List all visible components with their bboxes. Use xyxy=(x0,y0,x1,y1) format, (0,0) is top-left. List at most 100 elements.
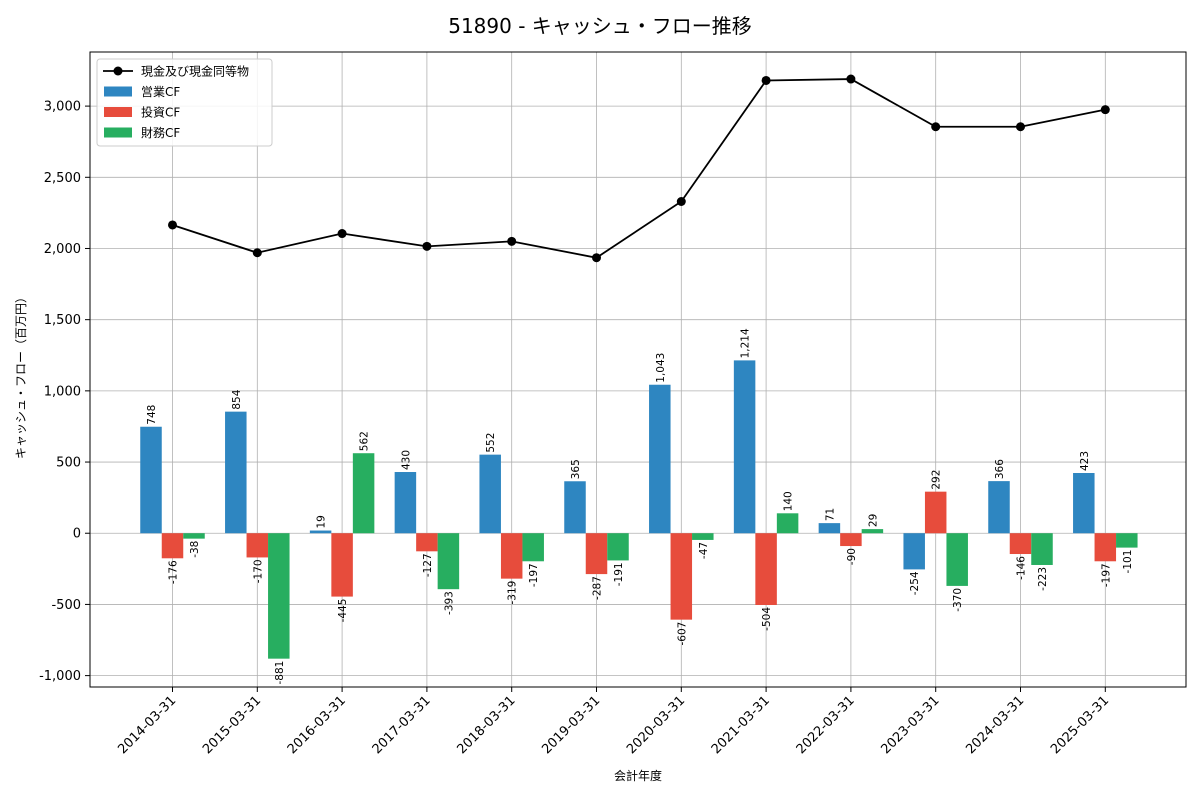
x-tick-label: 2019-03-31 xyxy=(539,693,603,757)
bar-0-4 xyxy=(479,454,501,534)
bar-value-label: 140 xyxy=(783,491,795,511)
bar-value-label: 748 xyxy=(146,405,158,425)
y-tick-label: 1,500 xyxy=(44,313,81,328)
y-tick-label: 1,000 xyxy=(44,384,81,399)
cash-equivalents-point xyxy=(761,75,771,85)
legend-label: 投資CF xyxy=(141,105,180,120)
bar-1-1 xyxy=(246,533,269,558)
bar-1-8 xyxy=(840,533,862,547)
bar-2-7 xyxy=(776,513,799,534)
x-tick-label: 2020-03-31 xyxy=(624,693,688,757)
bar-value-label: -287 xyxy=(592,576,604,600)
bar-2-8 xyxy=(861,529,884,534)
bar-value-label: 552 xyxy=(485,433,497,453)
bar-value-label: -319 xyxy=(507,581,519,605)
y-tick-label: 2,500 xyxy=(44,171,81,186)
legend-bar-swatch xyxy=(104,127,132,138)
bar-value-label: -191 xyxy=(613,562,625,586)
bar-2-0 xyxy=(183,533,205,539)
y-axis: -1,000 -500 0 500 1,000 1,500 2,000 2,500 3,000 xyxy=(39,100,90,684)
bar-0-0 xyxy=(140,426,162,534)
chart-title: 51890 - キャッシュ・フロー推移 xyxy=(448,14,752,38)
bar-value-label: -90 xyxy=(846,548,858,565)
bar-2-11 xyxy=(1116,533,1138,548)
bar-value-label: -254 xyxy=(909,571,921,595)
legend-bar-swatch xyxy=(104,107,132,117)
bar-value-label: 1,214 xyxy=(740,328,752,358)
legend-bar-swatch xyxy=(104,86,132,97)
grid-lines xyxy=(90,52,1186,687)
bar-value-label: 71 xyxy=(824,508,836,521)
bar-value-label: 19 xyxy=(316,515,328,528)
bar-value-label: 29 xyxy=(867,514,879,527)
bar-value-label: -197 xyxy=(528,563,540,587)
bar-1-10 xyxy=(1009,533,1032,555)
bar-0-6 xyxy=(649,384,671,534)
y-tick-label: 0 xyxy=(73,527,81,542)
cash-equivalents-point xyxy=(507,236,517,246)
bar-2-2 xyxy=(352,453,375,534)
bar-value-label: -393 xyxy=(443,591,455,615)
legend-label: 営業CF xyxy=(141,85,180,99)
bar-0-9 xyxy=(903,533,925,570)
x-tick-label: 2017-03-31 xyxy=(370,693,434,757)
bar-value-label: -47 xyxy=(698,542,710,559)
bar-value-label: -176 xyxy=(168,560,180,584)
bar-value-label: -370 xyxy=(952,588,964,612)
bar-value-label: -504 xyxy=(761,607,773,631)
bar-labels-layer: 748 854 19 430 552 365 1,043 1,214 71 -254 366 423 -… xyxy=(146,328,1134,685)
y-tick-label: -500 xyxy=(51,598,81,613)
bar-value-label: 292 xyxy=(931,470,943,490)
bar-2-4 xyxy=(522,533,544,562)
bar-2-6 xyxy=(692,533,714,540)
bar-value-label: -38 xyxy=(189,541,201,558)
cash-equivalents-point xyxy=(252,248,262,258)
bar-2-3 xyxy=(437,533,460,590)
bar-0-1 xyxy=(225,411,247,534)
bar-value-label: -607 xyxy=(676,622,688,646)
bar-value-label: -170 xyxy=(252,559,264,583)
y-tick-label: -1,000 xyxy=(39,669,81,684)
legend-label: 財務CF xyxy=(141,125,180,140)
cash-equivalents-point xyxy=(846,74,856,84)
bar-value-label: 562 xyxy=(359,431,371,451)
bar-0-5 xyxy=(564,481,586,534)
bar-2-5 xyxy=(607,533,629,561)
x-tick-label: 2023-03-31 xyxy=(878,693,942,757)
cash-equivalents-point xyxy=(168,220,177,230)
x-tick-label: 2016-03-31 xyxy=(285,693,349,757)
bar-value-label: -223 xyxy=(1037,567,1049,591)
bar-2-10 xyxy=(1031,533,1053,565)
legend-marker xyxy=(113,66,123,76)
bar-1-3 xyxy=(416,533,438,552)
bar-0-7 xyxy=(733,360,756,534)
bar-value-label: -881 xyxy=(274,661,286,685)
bar-value-label: 854 xyxy=(231,389,243,409)
bar-value-label: -101 xyxy=(1122,550,1134,574)
x-tick-label: 2021-03-31 xyxy=(709,693,773,757)
bar-value-label: -197 xyxy=(1100,563,1112,587)
cash-equivalents-point xyxy=(422,241,432,251)
bar-1-6 xyxy=(670,533,693,620)
x-tick-label: 2015-03-31 xyxy=(200,693,264,757)
legend-box xyxy=(96,58,273,147)
y-tick-label: 2,000 xyxy=(44,242,81,257)
x-tick-label: 2022-03-31 xyxy=(794,693,858,757)
bar-1-4 xyxy=(500,533,523,579)
cash-equivalents-point xyxy=(1100,105,1110,115)
x-axis-label: 会計年度 xyxy=(614,768,662,783)
bar-0-2 xyxy=(309,530,332,534)
x-tick-label: 2014-03-31 xyxy=(115,693,179,757)
bar-value-label: 1,043 xyxy=(655,353,667,383)
x-tick-label: 2025-03-31 xyxy=(1048,693,1112,757)
bar-value-label: 430 xyxy=(400,450,412,470)
bar-value-label: -127 xyxy=(422,553,434,577)
bar-1-5 xyxy=(585,533,608,575)
cash-equivalents-point xyxy=(592,253,601,263)
y-axis-label: キャッシュ・フロー（百万円） xyxy=(14,291,28,459)
bar-value-label: -146 xyxy=(1016,556,1028,580)
plot-frame xyxy=(89,51,1187,688)
x-axis: 2014-03-31 2015-03-31 2016-03-31 2017-03-31… xyxy=(115,687,1112,757)
bar-1-9 xyxy=(924,491,947,534)
